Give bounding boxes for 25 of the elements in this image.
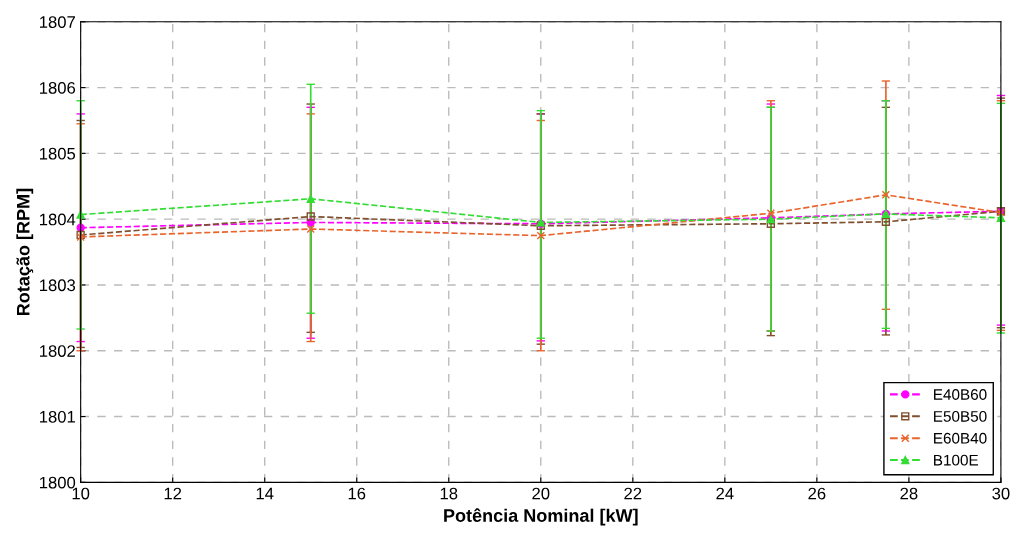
x-tick-label: 16 bbox=[348, 487, 366, 500]
x-tick-label: 10 bbox=[72, 487, 90, 500]
x-tick-label: 14 bbox=[256, 487, 274, 500]
x-tick-label: 26 bbox=[808, 487, 826, 500]
y-tick-label: 1804 bbox=[39, 213, 76, 226]
x-axis-title: Potência Nominal [kW] bbox=[444, 508, 638, 526]
y-tick-label: 1806 bbox=[39, 81, 76, 94]
x-tick-label: 24 bbox=[716, 487, 734, 500]
x-tick-label: 18 bbox=[440, 487, 458, 500]
y-tick-label: 1807 bbox=[39, 16, 75, 28]
legend-label: E60B40 bbox=[934, 432, 987, 444]
legend-label: B100E bbox=[934, 454, 979, 466]
x-tick-label: 22 bbox=[624, 487, 642, 500]
legend-label: E50B50 bbox=[934, 410, 987, 422]
x-tick-label: 30 bbox=[992, 487, 1010, 500]
y-tick-label: 1805 bbox=[39, 147, 76, 160]
y-axis-title: Rotação [RPM] bbox=[16, 188, 34, 316]
y-tick-label: 1802 bbox=[39, 345, 75, 357]
legend-label: E40B60 bbox=[934, 389, 987, 400]
y-tick-label: 1801 bbox=[39, 410, 75, 423]
x-tick-label: 12 bbox=[164, 487, 182, 500]
x-tick-label: 20 bbox=[532, 487, 550, 500]
y-tick-label: 1803 bbox=[39, 279, 76, 292]
y-tick-label: 1800 bbox=[39, 476, 76, 489]
x-tick-label: 28 bbox=[900, 487, 918, 500]
